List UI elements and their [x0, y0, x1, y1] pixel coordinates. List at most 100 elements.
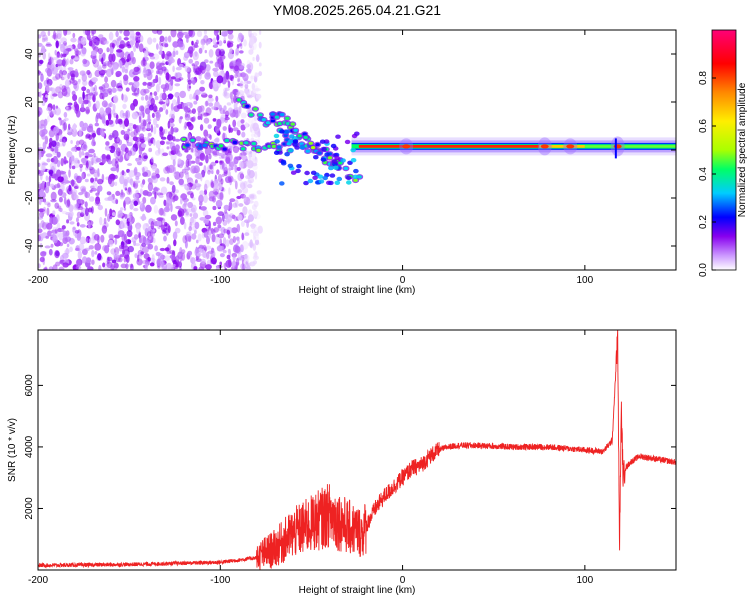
noise-speck	[203, 129, 209, 137]
chart-title: YM08.2025.265.04.21.G21	[273, 2, 441, 18]
noise-speck	[175, 50, 179, 55]
noise-speck	[212, 118, 217, 122]
noise-speck	[151, 254, 155, 262]
noise-speck	[112, 130, 119, 139]
chirp-blob	[335, 134, 341, 139]
noise-speck	[227, 248, 231, 254]
noise-speck	[58, 69, 63, 79]
noise-speck	[62, 262, 69, 268]
chirp-blob	[310, 170, 317, 175]
noise-speck	[126, 168, 130, 173]
noise-speck	[67, 72, 70, 80]
noise-speck	[137, 254, 140, 262]
noise-speck	[235, 156, 242, 161]
noise-speck	[78, 192, 84, 196]
noise-speck	[129, 178, 134, 186]
spectrogram-y-ticks: -40 -20 0 20 40	[24, 48, 676, 253]
noise-speck	[238, 161, 244, 170]
noise-speck	[127, 245, 134, 253]
noise-speck	[177, 153, 183, 157]
noise-speck	[240, 119, 245, 124]
noise-speck	[225, 239, 230, 247]
noise-speck	[123, 37, 129, 41]
chirp-blob	[347, 160, 353, 165]
noise-speck	[61, 58, 68, 68]
noise-speck	[178, 261, 183, 268]
colorbar-tick-label: 0.0	[698, 263, 709, 277]
noise-speck	[63, 196, 67, 205]
chirp-blob	[354, 131, 360, 136]
noise-speck	[120, 223, 125, 229]
noise-speck	[239, 193, 246, 199]
signal-field	[180, 97, 676, 186]
noise-speck	[41, 100, 46, 107]
chirp-point	[317, 151, 322, 155]
noise-speck	[170, 58, 175, 63]
y-tick-label: 0	[24, 147, 35, 153]
noise-speck	[194, 221, 200, 230]
noise-speck	[109, 66, 114, 72]
noise-speck	[248, 33, 254, 38]
noise-speck	[233, 216, 238, 222]
noise-speck	[254, 251, 258, 259]
noise-speck	[173, 239, 177, 247]
noise-speck	[140, 201, 143, 208]
noise-speck	[57, 205, 62, 209]
noise-speck	[154, 245, 159, 252]
noise-speck	[225, 214, 233, 223]
noise-speck	[203, 189, 208, 196]
noise-speck	[91, 250, 95, 258]
noise-speck	[122, 181, 128, 190]
noise-speck	[128, 61, 132, 66]
noise-speck	[85, 133, 91, 139]
noise-speck	[70, 73, 75, 81]
noise-speck	[159, 140, 165, 146]
noise-speck	[146, 71, 153, 81]
noise-speck	[185, 211, 189, 216]
noise-speck	[206, 235, 210, 245]
noise-speck	[45, 181, 50, 189]
noise-speck	[102, 62, 107, 67]
noise-speck	[107, 119, 114, 125]
noise-speck	[131, 111, 138, 120]
noise-speck	[143, 50, 147, 58]
colorbar-tick-label: 0.4	[698, 167, 709, 181]
noise-speck	[92, 182, 98, 191]
noise-speck	[60, 47, 64, 52]
noise-speck	[172, 231, 178, 240]
chirp-blob	[303, 180, 309, 186]
noise-speck	[228, 162, 232, 171]
noise-speck	[108, 53, 113, 63]
noise-speck	[156, 30, 163, 35]
noise-speck	[50, 243, 54, 248]
noise-speck	[118, 120, 123, 125]
noise-speck	[114, 238, 118, 245]
noise-speck	[82, 248, 88, 256]
noise-speck	[233, 109, 241, 118]
noise-speck	[81, 143, 88, 151]
noise-speck	[240, 244, 244, 252]
noise-speck	[166, 250, 172, 255]
noise-speck	[38, 223, 42, 229]
noise-speck	[224, 30, 228, 35]
noise-speck	[126, 142, 133, 147]
noise-speck	[38, 120, 41, 129]
noise-speck	[81, 86, 87, 92]
noise-speck	[135, 137, 141, 142]
noise-speck	[199, 124, 204, 131]
noise-speck	[124, 69, 128, 74]
noise-speck	[179, 171, 184, 179]
noise-speck	[139, 105, 145, 112]
noise-speck	[123, 130, 131, 137]
noise-speck	[158, 101, 166, 105]
chirp-point	[290, 122, 295, 126]
noise-speck	[47, 30, 51, 36]
noise-speck	[38, 169, 41, 175]
noise-speck	[102, 64, 107, 69]
noise-speck	[153, 138, 156, 146]
noise-speck	[142, 57, 146, 66]
noise-speck	[198, 194, 204, 203]
chirp-blob	[287, 139, 294, 144]
noise-speck	[101, 156, 107, 165]
noise-speck	[247, 183, 253, 189]
